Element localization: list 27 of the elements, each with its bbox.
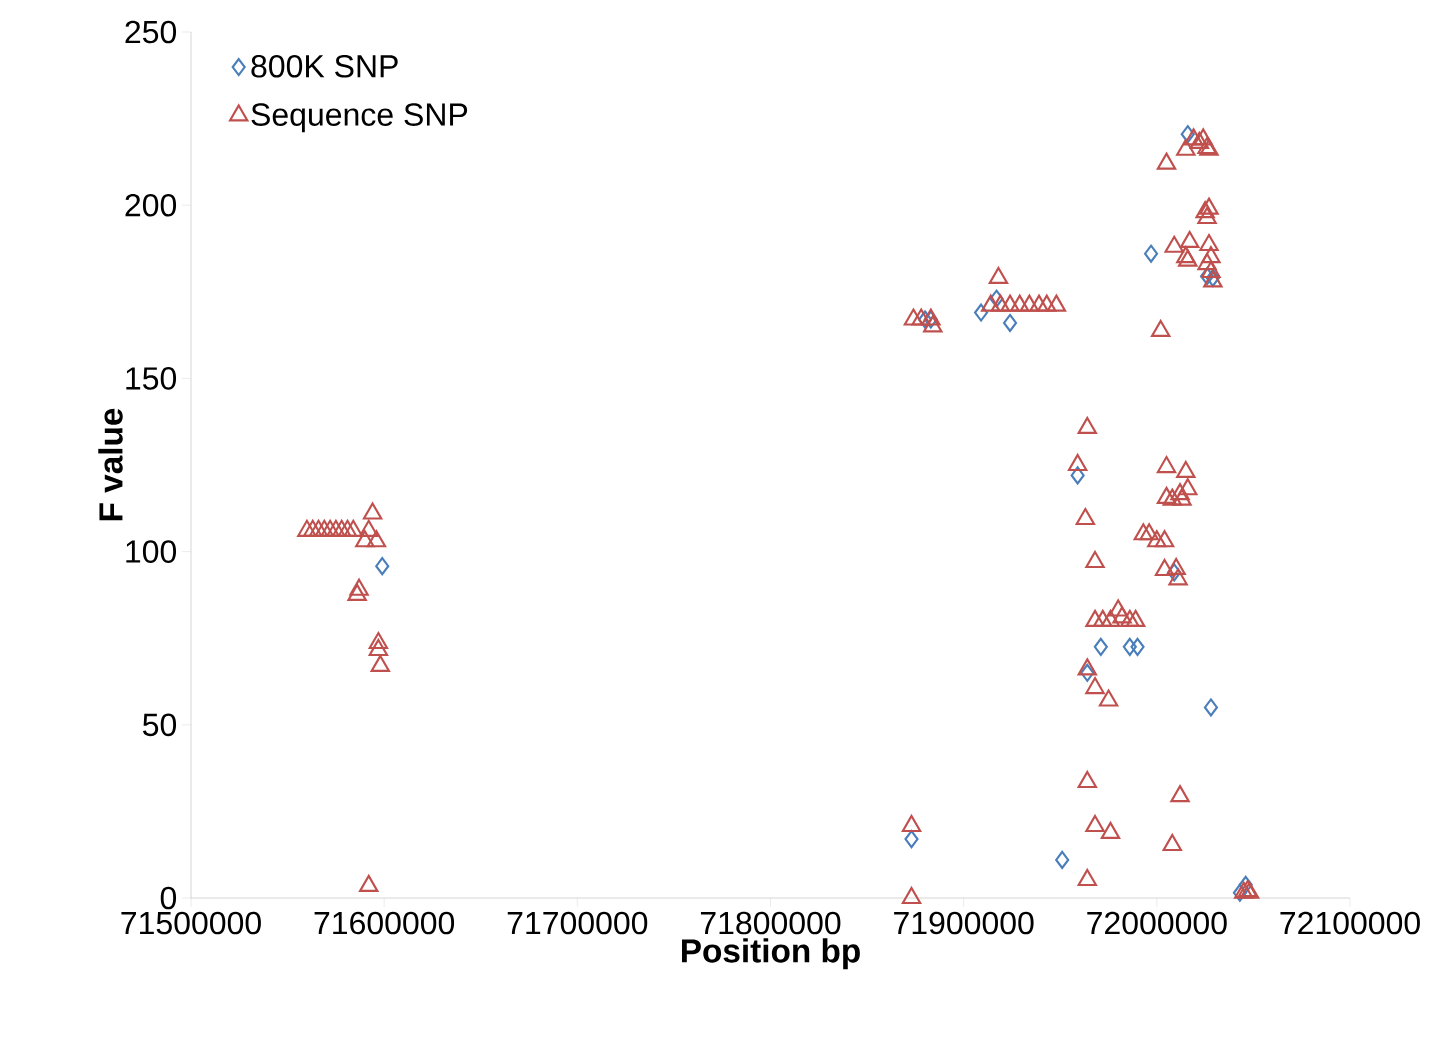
legend-label: 800K SNP xyxy=(251,54,398,78)
y-tick-label: 150 xyxy=(126,367,177,390)
y-tick-label: 100 xyxy=(126,540,177,563)
y-tick-label: 0 xyxy=(160,886,177,910)
y-axis-title: F value xyxy=(98,408,123,521)
point xyxy=(1203,698,1218,717)
point xyxy=(1002,313,1018,333)
x-tick-label: 71600000 xyxy=(314,911,455,935)
y-tick-label: 200 xyxy=(125,193,177,217)
point xyxy=(904,830,919,849)
x-axis-title: Position bp xyxy=(682,938,860,970)
point xyxy=(1130,637,1145,656)
legend-label: Sequence SNP xyxy=(251,103,468,133)
y-tick-label: 50 xyxy=(142,713,177,737)
point xyxy=(973,303,989,322)
point xyxy=(1122,637,1137,656)
x-tick-label: 71700000 xyxy=(507,911,648,935)
point xyxy=(375,557,390,576)
x-tick-label: 72000000 xyxy=(1087,911,1227,935)
x-tick-label: 71900000 xyxy=(894,911,1034,935)
point xyxy=(1143,244,1159,263)
x-tick-label: 71500000 xyxy=(121,911,261,935)
x-tick-label: 71800000 xyxy=(700,911,841,935)
x-tick-label: 72100000 xyxy=(1280,911,1420,935)
y-tick-label: 250 xyxy=(125,20,177,44)
point xyxy=(1093,637,1108,656)
point xyxy=(1055,850,1070,869)
